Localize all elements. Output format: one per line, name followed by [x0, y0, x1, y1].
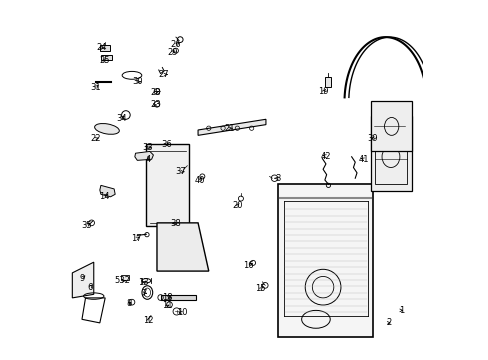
Text: 34: 34: [116, 114, 126, 123]
Text: 25: 25: [99, 56, 109, 65]
Text: 41: 41: [358, 155, 368, 164]
Bar: [160, 295, 196, 300]
Text: 13: 13: [138, 278, 149, 287]
Text: 14: 14: [99, 192, 109, 201]
Text: 8: 8: [126, 299, 132, 308]
Text: 28: 28: [150, 88, 161, 97]
Text: 11: 11: [162, 301, 173, 310]
Bar: [374, 134, 406, 184]
Text: 22: 22: [90, 134, 100, 143]
Text: 35: 35: [81, 221, 92, 230]
Text: 18: 18: [162, 293, 173, 302]
Text: 9: 9: [79, 274, 85, 283]
Text: 42: 42: [320, 152, 330, 161]
Text: 38: 38: [170, 219, 181, 228]
Text: 15: 15: [255, 284, 265, 293]
Text: 37: 37: [175, 167, 186, 176]
Text: 12: 12: [142, 316, 153, 325]
Text: 16: 16: [243, 261, 254, 270]
Polygon shape: [198, 119, 265, 135]
Text: 29: 29: [167, 48, 177, 57]
Text: 532: 532: [114, 276, 130, 285]
Text: 6: 6: [87, 283, 93, 292]
Text: 10: 10: [176, 309, 187, 318]
Text: 21: 21: [224, 124, 234, 133]
Bar: [324, 77, 331, 87]
Polygon shape: [135, 152, 153, 160]
Polygon shape: [278, 184, 372, 337]
Polygon shape: [146, 144, 189, 226]
Polygon shape: [370, 102, 411, 152]
Polygon shape: [157, 223, 208, 271]
Text: 26: 26: [170, 40, 181, 49]
Text: 1: 1: [398, 306, 404, 315]
Text: 4: 4: [145, 155, 150, 164]
Text: 17: 17: [131, 234, 142, 243]
Text: 30: 30: [132, 77, 143, 86]
Text: 39: 39: [366, 134, 377, 143]
Text: 27: 27: [159, 70, 169, 79]
Bar: [121, 275, 129, 280]
Polygon shape: [100, 185, 115, 197]
Polygon shape: [72, 262, 94, 298]
Text: 2: 2: [386, 318, 391, 327]
Ellipse shape: [95, 123, 119, 134]
Text: 31: 31: [90, 83, 101, 92]
Bar: [100, 45, 110, 51]
Polygon shape: [370, 116, 411, 191]
Text: 3: 3: [274, 174, 280, 183]
Bar: [101, 55, 111, 60]
Text: 40: 40: [194, 176, 204, 185]
Text: 7: 7: [141, 289, 146, 298]
Text: 23: 23: [150, 100, 161, 109]
Text: 19: 19: [318, 87, 328, 96]
Text: 33: 33: [142, 143, 152, 152]
Text: 36: 36: [161, 140, 172, 149]
Text: 24: 24: [96, 43, 107, 52]
Text: 20: 20: [232, 201, 242, 210]
